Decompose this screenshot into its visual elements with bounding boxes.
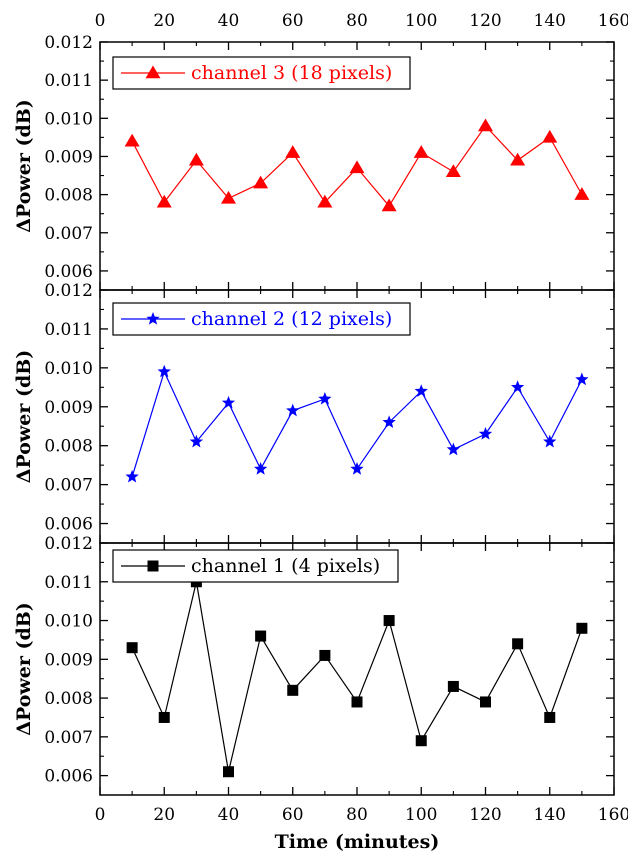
data-point (157, 364, 171, 378)
x-tick-label-top: 140 (534, 11, 566, 31)
data-point (576, 622, 588, 634)
legend-label: channel 2 (12 pixels) (191, 308, 392, 330)
y-axis-label: ΔPower (dB) (13, 602, 35, 736)
data-point (221, 190, 236, 204)
data-point (255, 630, 267, 642)
data-point (124, 133, 140, 147)
y-axis-label: ΔPower (dB) (13, 350, 35, 484)
data-point (381, 198, 397, 212)
data-point (510, 152, 526, 166)
y-tick-label: 0.006 (44, 515, 93, 535)
data-point (350, 462, 364, 475)
legend-marker (147, 560, 159, 572)
y-tick-label: 0.012 (44, 534, 93, 554)
x-axis-label: Time (minutes) (275, 831, 440, 853)
data-point (480, 696, 491, 708)
data-point (543, 434, 557, 448)
data-point (189, 434, 204, 448)
data-point (382, 415, 396, 428)
legend-marker (145, 65, 161, 79)
data-point (319, 649, 331, 661)
data-point (542, 129, 558, 143)
data-point (349, 160, 365, 174)
y-tick-label: 0.010 (44, 612, 93, 632)
data-point (414, 384, 428, 397)
data-point (478, 118, 493, 132)
y-axis-label: ΔPower (dB) (13, 99, 35, 233)
data-point (126, 642, 138, 654)
data-point (383, 615, 395, 627)
x-tick-label: 120 (469, 805, 501, 825)
data-point (156, 194, 172, 208)
x-tick-label-top: 40 (218, 11, 240, 31)
x-tick-label: 0 (95, 805, 106, 825)
data-point (286, 403, 300, 417)
data-point (413, 145, 429, 158)
y-tick-label: 0.006 (44, 262, 93, 282)
x-tick-label: 20 (153, 805, 175, 825)
x-tick-label: 100 (405, 805, 437, 825)
y-tick-label: 0.010 (44, 359, 93, 379)
data-point (544, 711, 556, 723)
y-tick-label: 0.011 (44, 573, 93, 593)
y-tick-label: 0.009 (44, 398, 93, 418)
y-tick-label: 0.011 (44, 320, 93, 340)
data-point (447, 680, 459, 692)
x-tick-label: 40 (218, 805, 240, 825)
y-tick-label: 0.011 (44, 71, 93, 91)
y-tick-label: 0.009 (44, 650, 93, 670)
data-point (317, 194, 333, 208)
y-tick-label: 0.008 (44, 186, 93, 206)
x-tick-label-top: 100 (405, 11, 437, 31)
x-tick-label-top: 20 (153, 11, 175, 31)
x-tick-label-top: 60 (282, 11, 304, 31)
x-tick-label-top: 80 (346, 11, 368, 31)
data-point (158, 711, 170, 723)
data-point (285, 145, 301, 158)
data-point (287, 684, 299, 696)
y-tick-label: 0.012 (44, 33, 93, 53)
data-point (318, 391, 332, 405)
data-point (478, 427, 493, 440)
x-tick-label-top: 160 (598, 11, 628, 31)
data-point (253, 175, 269, 189)
legend-marker (146, 312, 160, 325)
y-tick-label: 0.008 (44, 689, 93, 709)
data-point (512, 638, 524, 650)
data-point (446, 442, 461, 456)
data-point (445, 164, 461, 177)
data-point (223, 766, 234, 778)
x-tick-label: 60 (282, 805, 304, 825)
y-tick-label: 0.007 (44, 728, 93, 748)
data-point (575, 372, 589, 386)
series-line-3 (131, 581, 583, 772)
y-tick-label: 0.010 (44, 109, 93, 129)
y-tick-label: 0.008 (44, 437, 93, 457)
x-tick-label-top: 120 (469, 11, 501, 31)
data-point (510, 380, 525, 393)
data-point (188, 152, 204, 166)
y-tick-label: 0.007 (44, 476, 93, 496)
x-tick-label: 160 (598, 805, 628, 825)
data-point (415, 735, 427, 747)
x-tick-label: 80 (346, 805, 368, 825)
legend-label: channel 3 (18 pixels) (191, 62, 392, 84)
data-point (574, 187, 590, 200)
y-tick-label: 0.007 (44, 224, 93, 244)
x-tick-label-top: 0 (95, 11, 106, 31)
data-point (351, 696, 363, 708)
data-point (253, 462, 268, 475)
y-tick-label: 0.012 (44, 281, 93, 301)
y-tick-label: 0.006 (44, 767, 93, 787)
data-point (125, 469, 139, 483)
y-tick-label: 0.009 (44, 147, 93, 167)
legend-label: channel 1 (4 pixels) (191, 555, 380, 577)
x-tick-label: 140 (534, 805, 566, 825)
data-point (221, 395, 236, 409)
